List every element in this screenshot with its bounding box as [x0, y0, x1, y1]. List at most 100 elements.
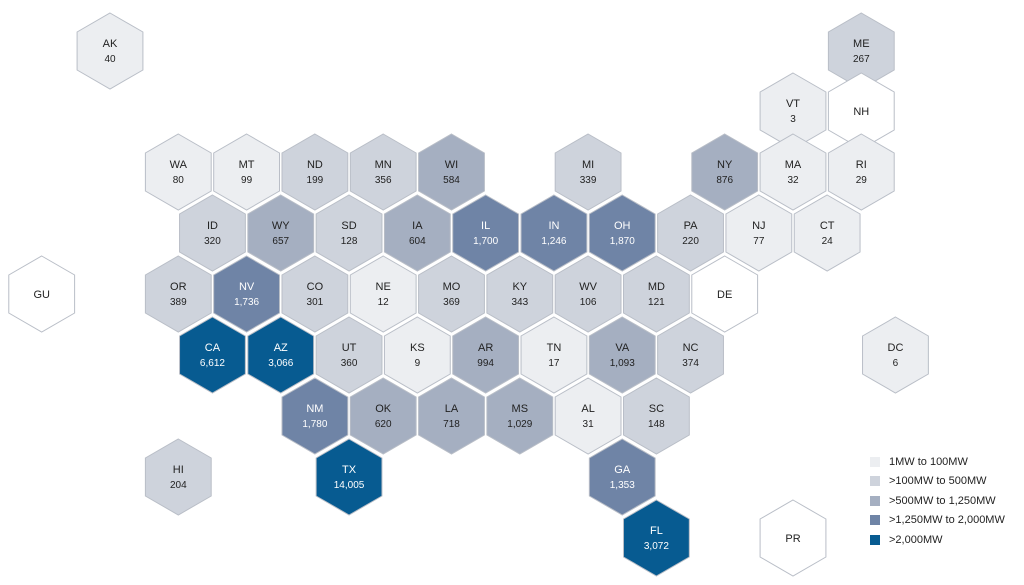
state-value: 620 — [375, 419, 392, 430]
state-abbr: AL — [581, 403, 594, 415]
state-value: 301 — [307, 297, 324, 308]
state-value: 343 — [511, 297, 528, 308]
hex-tile — [862, 316, 929, 394]
state-abbr: MI — [582, 159, 594, 171]
legend-item-bin4: >1,250MW to 2,000MW — [870, 511, 1005, 531]
hex-ks: KS 9 — [383, 316, 451, 394]
state-value: 3,072 — [644, 541, 669, 552]
hex-dc: DC 6 — [862, 316, 929, 394]
hex-ny: NY 876 — [691, 133, 759, 211]
state-value: 1,736 — [234, 297, 259, 308]
hex-tile — [793, 194, 861, 272]
state-abbr: NY — [717, 159, 733, 171]
hex-tile — [315, 194, 383, 272]
state-value: 320 — [204, 236, 221, 247]
legend-label: >500MW to 1,250MW — [889, 494, 996, 507]
state-value: 657 — [272, 236, 289, 247]
state-abbr: IA — [412, 220, 423, 232]
hex-tile — [144, 438, 212, 516]
state-abbr: SD — [341, 220, 356, 232]
state-abbr: GA — [614, 464, 631, 476]
state-abbr: NC — [683, 342, 699, 354]
legend-item-bin5: >2,000MW — [870, 530, 1005, 550]
state-abbr: IN — [548, 220, 559, 232]
state-abbr: NM — [306, 403, 323, 415]
hex-pa: PA 220 — [657, 194, 724, 272]
legend-label: 1MW to 100MW — [889, 455, 968, 468]
state-abbr: CT — [820, 220, 835, 232]
hex-hi: HI 204 — [144, 438, 212, 516]
hex-mo: MO 369 — [418, 255, 485, 333]
state-abbr: MT — [239, 159, 255, 171]
state-value: 29 — [856, 175, 868, 186]
state-value: 40 — [104, 54, 116, 65]
state-abbr: NJ — [752, 220, 765, 232]
state-value: 1,093 — [610, 358, 635, 369]
legend-swatch — [870, 534, 880, 545]
state-value: 1,246 — [541, 236, 566, 247]
hex-tile — [691, 133, 759, 211]
hex-tile — [588, 438, 656, 516]
hex-tile — [554, 133, 622, 211]
hex-ri: RI 29 — [827, 133, 895, 211]
hex-tile — [622, 499, 690, 577]
hex-ar: AR 994 — [452, 316, 520, 394]
state-value: 718 — [443, 419, 460, 430]
state-value: 1,870 — [610, 236, 635, 247]
state-abbr: OK — [375, 403, 392, 415]
hex-mn: MN 356 — [349, 133, 417, 211]
hex-tile — [76, 12, 144, 90]
state-abbr: WV — [579, 281, 597, 293]
hex-tile — [486, 255, 554, 333]
hex-ca: CA 6,612 — [179, 316, 246, 394]
hex-tile — [383, 194, 451, 272]
state-value: 374 — [682, 358, 699, 369]
state-value: 6 — [893, 358, 899, 369]
hex-tile — [691, 255, 759, 333]
hex-in: IN 1,246 — [520, 194, 588, 272]
legend-swatch — [870, 495, 880, 506]
state-value: 1,029 — [507, 419, 532, 430]
hex-co: CO 301 — [281, 255, 349, 333]
state-abbr: NE — [376, 281, 391, 293]
state-value: 3,066 — [268, 358, 293, 369]
hex-pr: PR — [759, 499, 827, 577]
legend-swatch — [870, 515, 880, 526]
hex-tile — [554, 377, 622, 455]
hex-tile — [281, 377, 349, 455]
state-value: 77 — [753, 236, 765, 247]
hex-tile — [622, 255, 690, 333]
hex-tile — [179, 194, 246, 272]
hex-ut: UT 360 — [315, 316, 383, 394]
hex-tile — [247, 316, 315, 394]
state-abbr: AZ — [274, 342, 288, 354]
state-value: 148 — [648, 419, 665, 430]
state-value: 220 — [682, 236, 699, 247]
hex-tile — [588, 316, 656, 394]
hex-az: AZ 3,066 — [247, 316, 315, 394]
hex-tile — [486, 377, 554, 455]
legend: 1MW to 100MW >100MW to 500MW >500MW to 1… — [870, 452, 1005, 550]
state-value: 360 — [341, 358, 358, 369]
hex-wi: WI 584 — [418, 133, 485, 211]
hex-fl: FL 3,072 — [622, 499, 690, 577]
state-value: 80 — [173, 175, 185, 186]
state-value: 9 — [415, 358, 421, 369]
legend-label: >2,000MW — [889, 533, 943, 546]
hex-va: VA 1,093 — [588, 316, 656, 394]
state-abbr: AK — [103, 38, 118, 50]
legend-swatch — [870, 476, 880, 487]
hex-tile — [657, 194, 724, 272]
hex-wa: WA 80 — [144, 133, 212, 211]
state-abbr: WI — [445, 159, 458, 171]
hex-tile — [725, 194, 793, 272]
state-abbr: AR — [478, 342, 493, 354]
hex-ms: MS 1,029 — [486, 377, 554, 455]
state-abbr: NH — [853, 106, 869, 118]
hex-tile — [383, 316, 451, 394]
hex-vt: VT 3 — [759, 72, 827, 150]
hex-nc: NC 374 — [657, 316, 724, 394]
hex-md: MD 121 — [622, 255, 690, 333]
hex-tile — [179, 316, 246, 394]
hex-tile — [452, 194, 520, 272]
